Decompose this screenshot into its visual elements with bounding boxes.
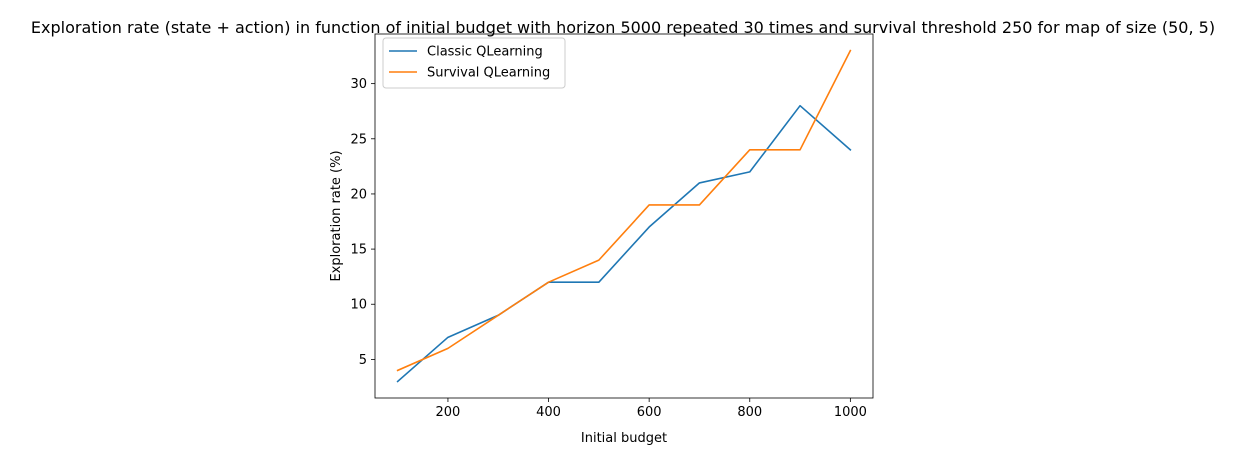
x-tick-label: 200 <box>436 405 461 420</box>
series-line-classic-qlearning <box>396 104 852 383</box>
y-tick-label: 30 <box>350 77 367 92</box>
legend-label: Classic QLearning <box>427 45 543 60</box>
y-axis-ticks: 5 10 15 20 25 30 <box>350 77 375 368</box>
legend-box <box>382 37 566 89</box>
x-tick-label: 400 <box>536 405 561 420</box>
y-axis-label: Exploration rate (%) <box>329 150 344 281</box>
x-axis-ticks: 200 400 600 800 1000 <box>436 398 867 420</box>
y-tick-label: 25 <box>350 132 367 147</box>
x-tick-label: 800 <box>737 405 762 420</box>
plot-area: 200 400 600 800 1000 5 10 15 20 25 30 <box>350 33 874 420</box>
x-tick-label: 600 <box>637 405 662 420</box>
x-axis-label: Initial budget <box>581 431 667 446</box>
y-tick-label: 10 <box>350 298 367 313</box>
chart-title: Exploration rate (state + action) in fun… <box>31 18 1215 37</box>
series-lines <box>396 49 852 383</box>
series-line-survival-qlearning <box>396 49 852 372</box>
y-tick-label: 15 <box>350 243 367 258</box>
y-tick-label: 5 <box>359 353 367 368</box>
x-tick-label: 1000 <box>834 405 867 420</box>
legend: Classic QLearning Survival QLearning <box>382 37 566 89</box>
axes-frame <box>374 33 874 399</box>
y-tick-label: 20 <box>350 187 367 202</box>
legend-label: Survival QLearning <box>427 66 550 81</box>
